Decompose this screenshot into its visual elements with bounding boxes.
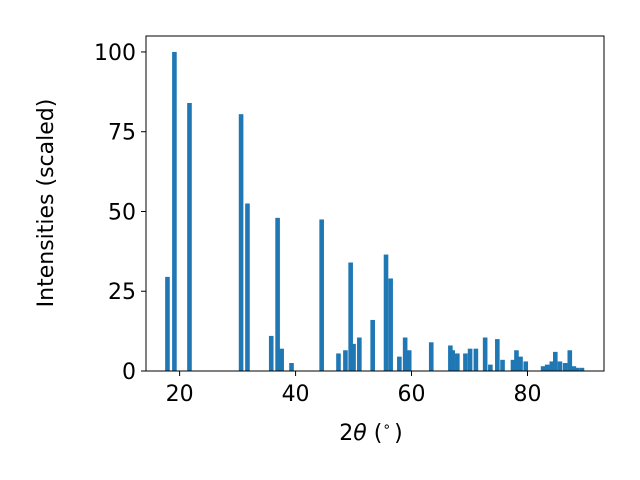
x-axis-label-pre: 2 [339, 421, 353, 446]
bar [383, 254, 389, 371]
bar [289, 363, 294, 371]
bar [473, 348, 479, 371]
bar [357, 337, 362, 371]
x-axis-label-post: ( [367, 421, 383, 446]
bar [351, 343, 356, 371]
bar [245, 203, 250, 371]
bar [579, 367, 585, 371]
bar [275, 217, 280, 371]
bars [165, 51, 585, 372]
bar [336, 353, 341, 371]
x-axis-ticks: 20 40 60 80 [166, 371, 541, 407]
bar [482, 337, 488, 371]
bar [523, 361, 529, 371]
bar [500, 359, 505, 371]
bar [467, 348, 473, 371]
y-tick-label: 50 [108, 200, 136, 225]
bar [450, 350, 455, 371]
bar [343, 350, 348, 371]
bar [172, 51, 177, 371]
bar [428, 342, 434, 371]
bar [557, 361, 563, 371]
bar [370, 319, 375, 371]
x-tick-label: 60 [398, 382, 426, 407]
plot-frame [145, 35, 605, 372]
x-tick-label: 20 [166, 382, 194, 407]
x-axis-label-degree: ∘ [382, 419, 391, 435]
bar [165, 276, 170, 371]
y-tick-label: 0 [122, 360, 136, 385]
bar [562, 363, 568, 371]
bar [455, 353, 460, 371]
bar [268, 335, 274, 371]
bar [540, 366, 546, 371]
bar [397, 356, 402, 371]
bar [518, 356, 523, 371]
bar [463, 353, 468, 371]
x-tick-label: 80 [513, 382, 541, 407]
bar [348, 262, 353, 371]
bar [514, 350, 519, 371]
bar [448, 345, 453, 371]
y-tick-label: 75 [108, 121, 136, 146]
x-axis-label-theta: θ [353, 421, 367, 446]
bar [319, 219, 324, 371]
y-axis-ticks: 0 25 50 75 100 [94, 41, 146, 385]
bar [402, 337, 408, 371]
bar [495, 339, 500, 371]
bar [575, 367, 580, 371]
bar [488, 364, 493, 371]
bar [544, 364, 550, 371]
bar [549, 361, 555, 371]
y-tick-label: 25 [108, 280, 136, 305]
y-tick-label: 100 [94, 41, 136, 66]
x-axis-label: 2θ (∘) [339, 419, 402, 446]
bar [388, 278, 393, 371]
bar [567, 350, 573, 371]
bar [510, 359, 516, 371]
bar [406, 350, 412, 371]
bar [571, 366, 577, 371]
x-tick-label: 40 [282, 382, 310, 407]
y-axis-label: Intensities (scaled) [34, 99, 59, 308]
bar [279, 348, 284, 371]
bar [553, 351, 558, 371]
bar [187, 103, 192, 371]
x-axis-label-close: ) [394, 421, 403, 446]
bar [238, 114, 244, 372]
